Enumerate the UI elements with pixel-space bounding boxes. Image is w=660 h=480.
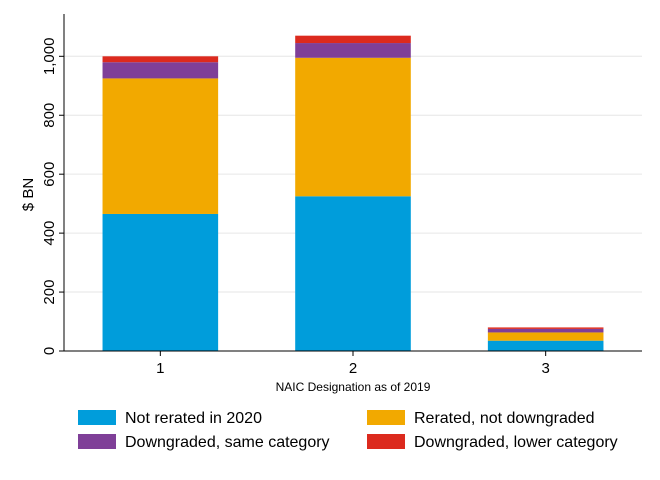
bar-segment-downgraded-lower-category-cat-3	[487, 327, 604, 329]
bar-segment-downgraded-lower-category-cat-1	[102, 56, 219, 63]
legend-label-downgraded-lower-category: Downgraded, lower category	[414, 434, 618, 451]
x-tick-label: 3	[541, 360, 549, 377]
bars	[102, 35, 604, 351]
bar-segment-downgraded-same-category-cat-3	[487, 328, 604, 333]
y-tick-label: 200	[41, 280, 58, 305]
bar-segment-downgraded-lower-category-cat-2	[295, 35, 411, 44]
bar-segment-rerated-not-downgraded-cat-3	[487, 332, 604, 341]
bar-segment-downgraded-same-category-cat-1	[102, 62, 219, 79]
x-tick-label: 1	[156, 360, 164, 377]
bar-segment-downgraded-same-category-cat-2	[295, 43, 411, 58]
legend-swatch-rerated-not-downgraded	[367, 410, 405, 425]
bar-segment-rerated-not-downgraded-cat-2	[295, 57, 411, 197]
legend-label-not-rerated-in-2020: Not rerated in 2020	[125, 410, 262, 427]
y-tick-label: 800	[41, 103, 58, 128]
y-tick-label: 1,000	[41, 38, 58, 76]
legend-label-rerated-not-downgraded: Rerated, not downgraded	[414, 410, 595, 427]
legend-swatch-downgraded-lower-category	[367, 434, 405, 449]
y-tick-label: 0	[41, 347, 58, 355]
legend-swatch-downgraded-same-category	[78, 434, 116, 449]
x-axis-title: NAIC Designation as of 2019	[276, 380, 431, 394]
axes: 0 200 400 600 800 1,000 1 2 3	[41, 14, 642, 377]
bar-segment-not-rerated-in-2020-cat-1	[102, 213, 219, 351]
y-tick-label: 400	[41, 221, 58, 246]
bar-segment-rerated-not-downgraded-cat-1	[102, 78, 219, 214]
bar-segment-not-rerated-in-2020-cat-2	[295, 196, 411, 351]
bar-segment-not-rerated-in-2020-cat-3	[487, 340, 604, 351]
x-tick-label: 2	[349, 360, 357, 377]
y-tick-label: 600	[41, 162, 58, 187]
legend: Not rerated in 2020 Rerated, not downgrad…	[78, 410, 618, 451]
legend-label-downgraded-same-category: Downgraded, same category	[125, 434, 330, 451]
legend-swatch-not-rerated-in-2020	[78, 410, 116, 425]
y-axis-title: $ BN	[20, 178, 37, 211]
